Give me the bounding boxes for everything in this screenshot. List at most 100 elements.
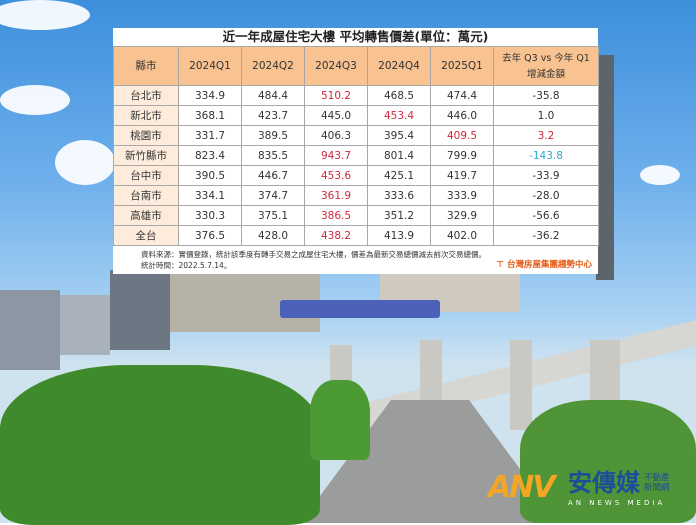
table-row: 台北市 334.9 484.4 510.2 468.5 474.4 -35.8	[113, 85, 599, 106]
cloud	[0, 0, 90, 30]
value-cell: 375.1	[241, 205, 305, 226]
value-cell: 334.1	[178, 185, 242, 206]
value-cell: 402.0	[430, 225, 494, 246]
brand-name: 台灣房屋集團趨勢中心	[506, 260, 592, 270]
trees	[0, 365, 320, 525]
header-change-line1: 去年 Q3 vs 今年 Q1	[502, 52, 590, 64]
city-cell: 台南市	[113, 185, 179, 206]
table-row: 台中市 390.5 446.7 453.6 425.1 419.7 -33.9	[113, 165, 599, 186]
value-cell: 413.9	[367, 225, 431, 246]
change-cell: -56.6	[493, 205, 599, 226]
header-2024q2: 2024Q2	[241, 46, 305, 86]
value-cell: 510.2	[304, 85, 368, 106]
value-cell: 386.5	[304, 205, 368, 226]
logo-top: 安傳媒 不動產新聞網	[568, 468, 672, 498]
value-cell: 468.5	[367, 85, 431, 106]
city-cell: 台中市	[113, 165, 179, 186]
value-cell: 376.5	[178, 225, 242, 246]
value-cell: 484.4	[241, 85, 305, 106]
value-cell: 333.9	[430, 185, 494, 206]
cloud	[0, 85, 70, 115]
value-cell: 423.7	[241, 105, 305, 126]
value-cell: 823.4	[178, 145, 242, 166]
city-cell: 桃園市	[113, 125, 179, 146]
date-note: 統計時間：2022.5.7.14。	[141, 261, 232, 270]
metro-train	[280, 300, 440, 318]
an-logo-mark-icon: ANV	[488, 470, 556, 505]
header-change-line2: 增減金額	[526, 68, 565, 80]
value-cell: 943.7	[304, 145, 368, 166]
value-cell: 425.1	[367, 165, 431, 186]
change-cell: -35.8	[493, 85, 599, 106]
value-cell: 334.9	[178, 85, 242, 106]
value-cell: 395.4	[367, 125, 431, 146]
brand-credit: ⊤ 台灣房屋集團趨勢中心	[496, 260, 592, 271]
logo-english: AN NEWS MEDIA	[568, 499, 666, 507]
header-2024q3: 2024Q3	[304, 46, 368, 86]
cloud	[640, 165, 680, 185]
cloud	[55, 140, 115, 185]
header-city: 縣市	[113, 46, 179, 86]
value-cell: 409.5	[430, 125, 494, 146]
value-cell: 419.7	[430, 165, 494, 186]
value-cell: 351.2	[367, 205, 431, 226]
city-cell: 新北市	[113, 105, 179, 126]
logo-chinese: 安傳媒	[568, 469, 640, 497]
brand-logo-icon: ⊤	[496, 260, 507, 270]
value-cell: 446.0	[430, 105, 494, 126]
city-cell: 新竹縣市	[113, 145, 179, 166]
city-cell: 台北市	[113, 85, 179, 106]
price-table-panel: 近一年成屋住宅大樓 平均轉售價差(單位：萬元) 縣市 2024Q1 2024Q2…	[113, 28, 599, 274]
building	[0, 290, 60, 370]
value-cell: 801.4	[367, 145, 431, 166]
trees	[310, 380, 370, 460]
table-row: 新竹縣市 823.4 835.5 943.7 801.4 799.9 -143.8	[113, 145, 599, 166]
value-cell: 453.4	[367, 105, 431, 126]
city-cell: 高雄市	[113, 205, 179, 226]
pillar	[420, 340, 442, 410]
value-cell: 330.3	[178, 205, 242, 226]
value-cell: 333.6	[367, 185, 431, 206]
pillar	[510, 340, 532, 430]
value-cell: 406.3	[304, 125, 368, 146]
table-title: 近一年成屋住宅大樓 平均轉售價差(單位：萬元)	[222, 29, 489, 44]
table-row: 台南市 334.1 374.7 361.9 333.6 333.9 -28.0	[113, 185, 599, 206]
table-row: 新北市 368.1 423.7 445.0 453.4 446.0 1.0	[113, 105, 599, 126]
logo-sub: 不動產新聞網	[644, 473, 670, 493]
value-cell: 331.7	[178, 125, 242, 146]
value-cell: 835.5	[241, 145, 305, 166]
change-cell: -143.8	[493, 145, 599, 166]
header-2024q1: 2024Q1	[178, 46, 242, 86]
trees	[520, 400, 696, 523]
change-cell: -36.2	[493, 225, 599, 246]
header-2025q1: 2025Q1	[430, 46, 494, 86]
building	[60, 295, 110, 355]
change-cell: 1.0	[493, 105, 599, 126]
value-cell: 428.0	[241, 225, 305, 246]
table-row: 桃園市 331.7 389.5 406.3 395.4 409.5 3.2	[113, 125, 599, 146]
table-row: 高雄市 330.3 375.1 386.5 351.2 329.9 -56.6	[113, 205, 599, 226]
change-cell: -33.9	[493, 165, 599, 186]
table-row: 全台 376.5 428.0 438.2 413.9 402.0 -36.2	[113, 225, 599, 246]
building	[110, 270, 170, 350]
value-cell: 390.5	[178, 165, 242, 186]
footnote-bottom-row: 統計時間：2022.5.7.14。 ⊤ 台灣房屋集團趨勢中心	[141, 260, 592, 271]
value-cell: 453.6	[304, 165, 368, 186]
value-cell: 374.7	[241, 185, 305, 206]
price-table: 縣市 2024Q1 2024Q2 2024Q3 2024Q4 2025Q1 去年…	[113, 46, 599, 246]
value-cell: 438.2	[304, 225, 368, 246]
value-cell: 474.4	[430, 85, 494, 106]
change-cell: -28.0	[493, 185, 599, 206]
building	[596, 55, 614, 280]
value-cell: 799.9	[430, 145, 494, 166]
header-change: 去年 Q3 vs 今年 Q1 增減金額	[493, 46, 599, 86]
header-row: 縣市 2024Q1 2024Q2 2024Q3 2024Q4 2025Q1 去年…	[113, 46, 599, 86]
an-news-media-logo: ANV 安傳媒 不動產新聞網 AN NEWS MEDIA	[488, 468, 696, 520]
city-cell: 全台	[113, 225, 179, 246]
value-cell: 446.7	[241, 165, 305, 186]
source-note: 資料來源：實價登錄，統計該季度有轉手交易之成屋住宅大樓，價差為最新交易總價減去前…	[141, 250, 486, 259]
table-footnote: 資料來源：實價登錄，統計該季度有轉手交易之成屋住宅大樓，價差為最新交易總價減去前…	[113, 246, 598, 271]
logo-text: 安傳媒 不動產新聞網 AN NEWS MEDIA	[568, 468, 672, 508]
value-cell: 329.9	[430, 205, 494, 226]
value-cell: 389.5	[241, 125, 305, 146]
